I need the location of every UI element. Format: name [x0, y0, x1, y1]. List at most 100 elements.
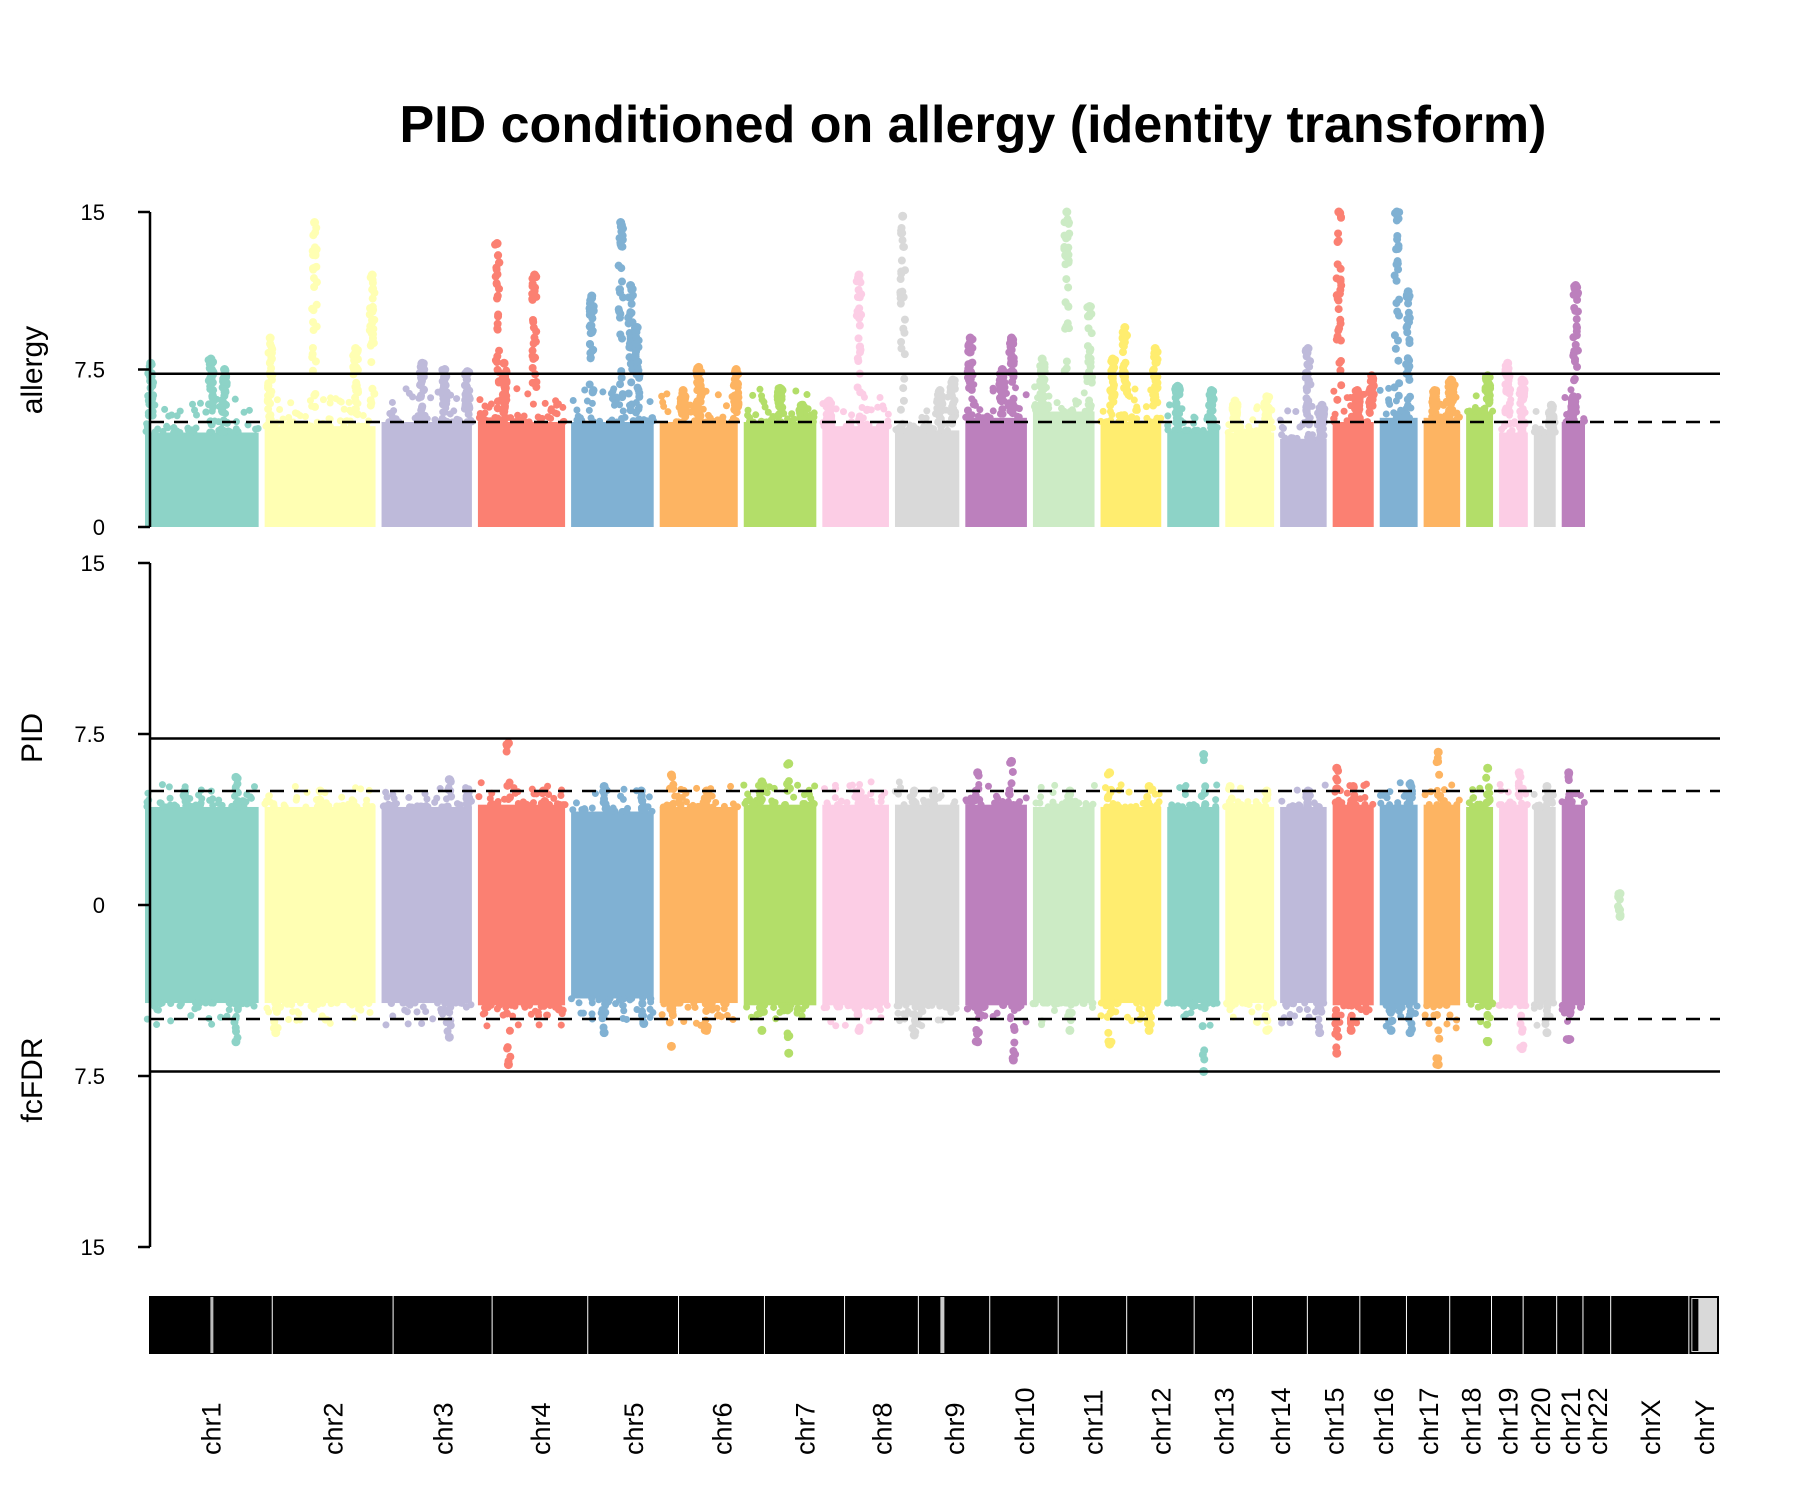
chr2-allergy-peak-point [311, 402, 320, 411]
chr21-allergy-point [1537, 425, 1545, 433]
chrX-pid-top-point [1615, 889, 1625, 899]
chr16-fcfdr-top-point [1332, 1048, 1342, 1058]
chr17-allergy-peak-point [1405, 339, 1414, 348]
chr1-fcfdr-top-point [231, 1037, 241, 1047]
chr17-allergy-point [1397, 406, 1405, 414]
chr18-pid-point [1421, 791, 1429, 799]
chr3-pid-point [431, 798, 439, 806]
chr5-pid-point [588, 804, 596, 812]
chr3-allergy-band [381, 422, 472, 527]
chr14-pid-peak-point [1263, 794, 1272, 803]
chr11-allergy-point [1080, 389, 1088, 397]
chr9-pid-peak-point [909, 797, 918, 806]
chr2-pid-point [265, 1008, 273, 1016]
chr1-allergy-point [187, 426, 195, 434]
chr22-allergy-peak-point [1572, 315, 1581, 324]
chr1-pid-point [165, 783, 173, 791]
chr14-allergy-point [1233, 427, 1241, 435]
chr15-pid-peak-point [1303, 802, 1312, 811]
chr8-allergy-band [822, 426, 889, 527]
chr4-allergy-peak-point [492, 358, 501, 367]
chr8-allergy-point [848, 411, 856, 419]
chr2-allergy-peak-point [263, 421, 272, 430]
chr17-pid-point [1377, 799, 1385, 807]
chr12-fcfdr-top-point [1144, 1025, 1154, 1035]
chr22-allergy-point [1561, 393, 1569, 401]
chr21-pid-peak-point [1542, 794, 1551, 803]
chr9-allergy-peak-point [899, 396, 908, 405]
chr7-allergy-point [788, 410, 796, 418]
chr7-allergy-point [749, 391, 757, 399]
chr21-pid-band [1533, 806, 1556, 1004]
chr20-allergy-peak-point [1504, 380, 1513, 389]
ideogram-chr22 [1583, 1296, 1611, 1354]
chr3-pid-point [404, 1000, 412, 1008]
data-points [142, 207, 1625, 1076]
chr13-pid-top-point [1199, 750, 1209, 760]
chr18-pid-point [1439, 801, 1447, 809]
chr15-allergy-point [1278, 431, 1286, 439]
chr10-allergy-point [1014, 414, 1022, 422]
chr-label-chr1: chr1 [196, 1402, 226, 1455]
chr5-pid-point [615, 996, 623, 1004]
chr3-allergy-point [439, 408, 447, 416]
chr16-pid-top-point [1332, 763, 1342, 773]
chr16-pid-point [1354, 1003, 1362, 1011]
chr17-allergy-peak-point [1405, 375, 1414, 384]
chr8-allergy-peak-point [854, 308, 863, 317]
chr10-allergy-peak-point [998, 379, 1007, 388]
chr12-pid-point [1097, 1012, 1105, 1020]
chr4-pid-peak-point [506, 793, 515, 802]
chr5-allergy-top-point [626, 281, 636, 290]
chr11-pid-point [1049, 800, 1057, 808]
chr4-fcfdr-peak-point [503, 1044, 512, 1053]
chr2-allergy-point [326, 399, 334, 407]
chr10-pid-band [965, 804, 1027, 1006]
chr20-fcfdr-peak-point [1516, 1019, 1525, 1028]
chr5-fcfdr-peak-point [598, 1014, 607, 1023]
chr12-allergy-point [1099, 407, 1107, 415]
chr1-pid-point [243, 1000, 251, 1008]
chr9-fcfdr-peak-point [910, 1010, 919, 1019]
chr20-pid-point [1518, 799, 1526, 807]
chr5-pid-point [579, 1009, 587, 1017]
chr10-allergy-point [989, 384, 997, 392]
chr13-allergy-point [1191, 414, 1199, 422]
chr22-allergy-point [1567, 386, 1575, 394]
chr16-pid-peak-point [1349, 793, 1358, 802]
chr21-pid-top-point [1542, 781, 1552, 791]
chr2-pid-point [357, 1006, 365, 1014]
chr2-pid-point [333, 802, 341, 810]
chr5-allergy-peak-point [586, 354, 595, 363]
chr3-pid-point [438, 803, 446, 811]
chr5-pid-point [620, 785, 628, 793]
chr14-pid-point [1244, 798, 1252, 806]
chr22-fcfdr-top-point [1564, 1035, 1574, 1045]
chr4-allergy-point [476, 396, 484, 404]
chr10-pid-peak-point [1007, 779, 1016, 788]
allergy-tick-label: 7.5 [74, 358, 105, 383]
chr1-pid-point [176, 1002, 184, 1010]
chr2-pid-point [262, 797, 270, 805]
series-chr6 [658, 362, 743, 1051]
chr6-pid-peak-point [669, 799, 678, 808]
chr21-pid-point [1530, 1004, 1538, 1012]
chr9-pid-point [936, 1002, 944, 1010]
chr5-allergy-point [599, 388, 607, 396]
chr3-allergy-point [446, 410, 454, 418]
chr16-allergy-peak-point [1365, 408, 1374, 417]
chr3-pid-point [403, 1008, 411, 1016]
chr5-allergy-peak-point [589, 306, 598, 315]
chr1-allergy-point [189, 400, 197, 408]
chr2-allergy-point [358, 422, 366, 430]
chr4-allergy-peak-point [493, 319, 502, 328]
chr2-allergy-point [327, 394, 335, 402]
chr22-allergy-peak-point [1567, 404, 1576, 413]
chr5-allergy-point [617, 414, 625, 422]
chr16-allergy-peak-point [1334, 236, 1343, 245]
chr1-allergy-peak-point [206, 385, 215, 394]
chr16-allergy-peak-point [1336, 366, 1345, 375]
chr12-pid-point [1113, 999, 1121, 1007]
chr3-fcfdr-peak-point [446, 1002, 455, 1011]
chr9-allergy-top-point [935, 386, 945, 395]
